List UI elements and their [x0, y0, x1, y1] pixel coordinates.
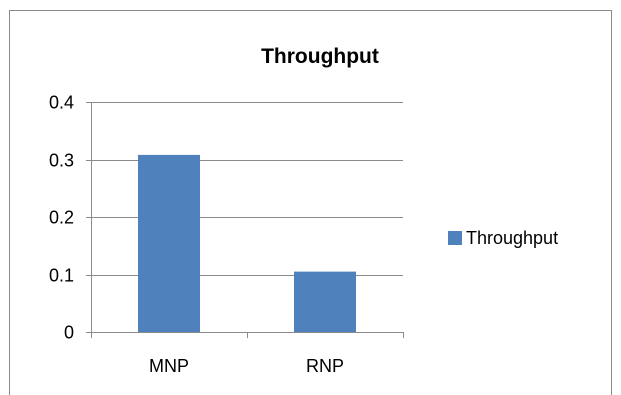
- chart-border: [9, 10, 612, 395]
- y-tick-label: 0: [64, 323, 74, 343]
- y-tick-label: 0.3: [49, 151, 74, 171]
- legend-label: Throughput: [466, 228, 558, 248]
- x-tick-label: MNP: [149, 356, 189, 376]
- bar-rnp: [294, 271, 356, 332]
- chart-title: Throughput: [261, 45, 379, 68]
- legend: Throughput: [448, 228, 558, 248]
- x-tick-labels: MNP RNP: [149, 356, 344, 376]
- y-tick-label: 0.4: [49, 93, 74, 113]
- axes: [86, 102, 404, 338]
- legend-swatch: [448, 231, 462, 245]
- bars: [138, 154, 356, 332]
- y-tick-label: 0.2: [49, 208, 74, 228]
- bar-mnp: [138, 154, 200, 332]
- y-tick-label: 0.1: [49, 266, 74, 286]
- gridlines: [91, 102, 403, 276]
- y-tick-labels: 0 0.1 0.2 0.3 0.4: [49, 93, 74, 343]
- x-tick-label: RNP: [306, 356, 344, 376]
